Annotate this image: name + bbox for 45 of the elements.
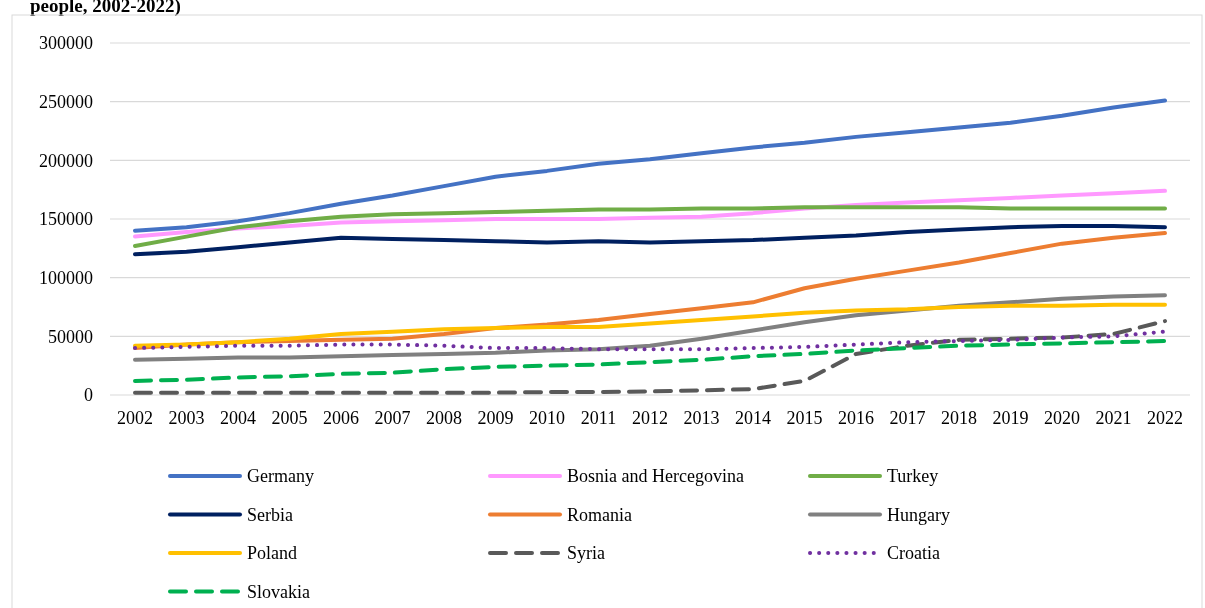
x-tick-label: 2007	[374, 408, 411, 428]
legend-label: Germany	[247, 466, 314, 487]
y-tick-label: 200000	[39, 150, 93, 171]
legend-label: Hungary	[887, 504, 950, 525]
legend-label: Bosnia and Hercegovina	[567, 466, 744, 487]
y-tick-label: 50000	[48, 326, 93, 347]
y-tick-label: 150000	[39, 209, 93, 230]
x-tick-label: 2003	[168, 408, 205, 428]
x-tick-label: 2008	[426, 408, 462, 428]
line-series	[133, 224, 1167, 257]
y-tick-label: 250000	[39, 91, 93, 112]
x-tick-label: 2020	[1044, 408, 1080, 428]
legend-label: Slovakia	[247, 581, 310, 602]
x-tick-label: 2014	[735, 408, 771, 428]
legend-label: Syria	[567, 543, 606, 564]
y-tick-label: 300000	[39, 33, 93, 54]
x-tick-label: 2018	[941, 408, 977, 428]
x-tick-label: 2016	[838, 408, 874, 428]
x-tick-label: 2011	[580, 408, 617, 428]
line-series	[133, 98, 1167, 233]
x-tick-label: 2022	[1147, 408, 1183, 428]
x-tick-label: 2012	[632, 408, 668, 428]
legend-label: Romania	[567, 504, 632, 525]
x-tick-label: 2017	[889, 408, 926, 428]
legend-label: Serbia	[247, 504, 293, 525]
line-series	[133, 205, 1167, 248]
x-tick-label: 2005	[271, 408, 308, 428]
legend-label: Poland	[247, 543, 298, 564]
x-tick-label: 2006	[323, 408, 359, 428]
x-tick-label: 2013	[683, 408, 720, 428]
legend-label: Turkey	[887, 466, 939, 487]
x-tick-label: 2015	[786, 408, 823, 428]
x-tick-label: 2010	[529, 408, 565, 428]
x-tick-label: 2019	[992, 408, 1029, 428]
x-tick-label: 2021	[1095, 408, 1132, 428]
line-series	[133, 329, 1167, 352]
line-series	[133, 302, 1167, 348]
legend-label: Croatia	[887, 543, 940, 564]
y-tick-label: 100000	[39, 267, 93, 288]
y-tick-label: 0	[84, 385, 93, 406]
x-tick-label: 2004	[220, 408, 256, 428]
line-series	[133, 339, 1167, 383]
x-tick-label: 2009	[477, 408, 514, 428]
x-tick-label: 2002	[117, 408, 153, 428]
line-series	[133, 319, 1167, 395]
